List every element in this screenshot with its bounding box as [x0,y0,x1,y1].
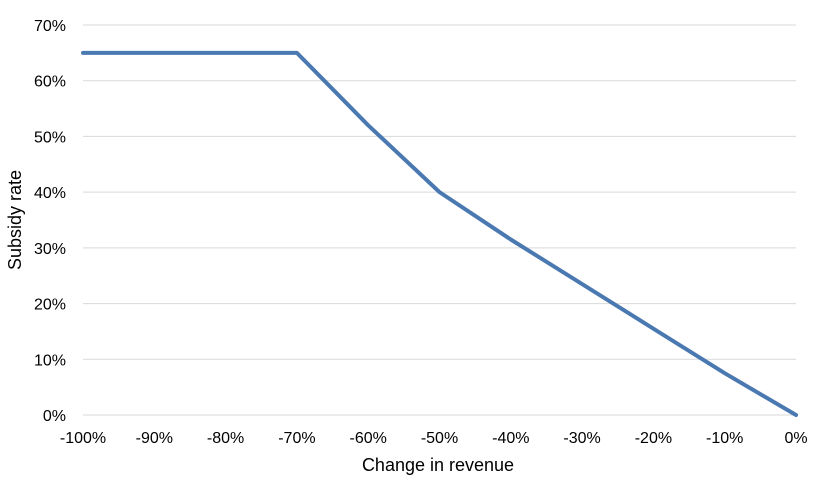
x-tick-label: -100% [60,430,106,447]
y-tick-label: 0% [43,408,66,425]
x-tick-label: -80% [207,430,244,447]
x-axis-title: Change in revenue [362,455,514,475]
y-axis-title: Subsidy rate [5,170,25,270]
x-axis-tick-labels: -100% -90% -80% -70% -60% -50% -40% -30% -20% -10… [60,430,808,447]
y-tick-label: 40% [34,185,66,202]
x-tick-label: -20% [635,430,672,447]
series-group [81,50,798,417]
y-tick-label: 20% [34,297,66,314]
y-tick-label: 60% [34,74,66,91]
y-axis-tick-labels: 0% 10% 20% 30% 40% 50% 60% 70% [34,18,66,425]
y-tick-label: 30% [34,241,66,258]
x-tick-label: -40% [492,430,529,447]
series-line-0 [81,50,798,417]
y-tick-label: 50% [34,129,66,146]
x-tick-label: -50% [421,430,458,447]
y-tick-label: 70% [34,18,66,35]
x-tick-label: -10% [706,430,743,447]
x-tick-label: -70% [278,430,315,447]
x-tick-label: 0% [784,430,807,447]
x-tick-label: -30% [563,430,600,447]
x-tick-label: -60% [350,430,387,447]
x-tick-label: -90% [136,430,173,447]
gridlines [83,24,796,416]
y-tick-label: 10% [34,352,66,369]
